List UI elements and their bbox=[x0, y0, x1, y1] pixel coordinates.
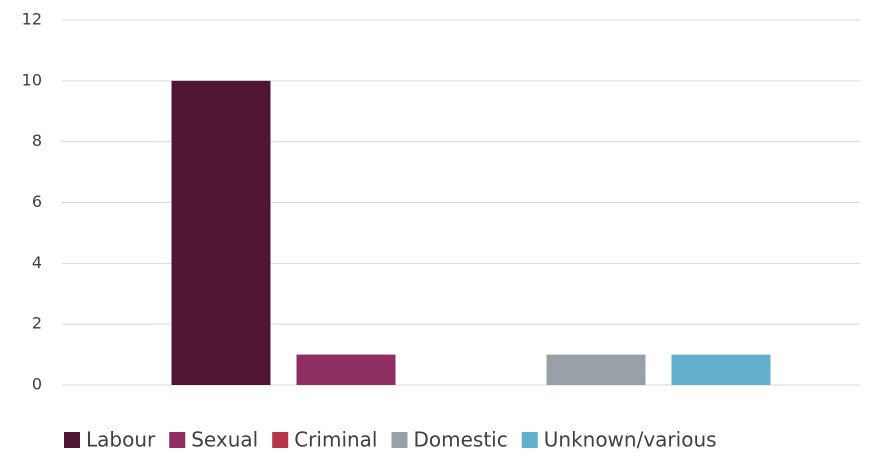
legend-label: Labour bbox=[86, 428, 156, 452]
legend-label: Criminal bbox=[294, 428, 377, 452]
legend-swatch bbox=[64, 432, 80, 448]
y-tick-label: 4 bbox=[32, 253, 42, 272]
bar bbox=[296, 354, 396, 385]
y-tick-label: 6 bbox=[32, 192, 42, 211]
bar bbox=[171, 80, 271, 385]
legend-label: Domestic bbox=[414, 428, 508, 452]
bar bbox=[546, 354, 646, 385]
y-tick-label: 10 bbox=[22, 70, 42, 89]
legend-label: Sexual bbox=[191, 428, 258, 452]
y-tick-label: 12 bbox=[22, 10, 42, 29]
legend-swatch bbox=[169, 432, 186, 448]
y-tick-label: 8 bbox=[32, 131, 42, 150]
legend-swatch bbox=[391, 432, 408, 448]
y-tick-label: 2 bbox=[32, 314, 42, 333]
legend-swatch bbox=[521, 432, 538, 448]
legend-label: Unknown/various bbox=[544, 428, 717, 452]
bar bbox=[671, 354, 771, 385]
legend-swatch bbox=[272, 432, 289, 448]
y-tick-label: 0 bbox=[32, 375, 42, 394]
